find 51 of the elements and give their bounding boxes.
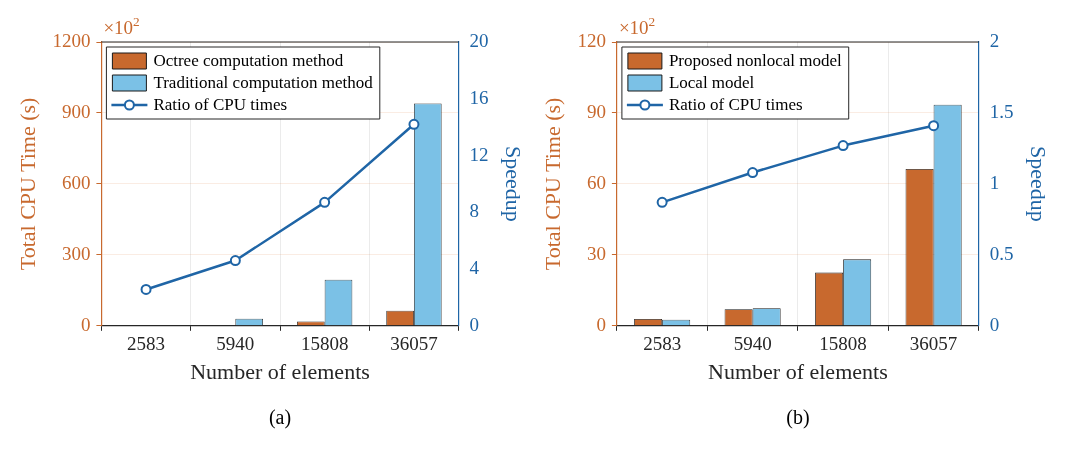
legend-label: Ratio of CPU times bbox=[668, 95, 803, 115]
legend-label: Traditional computation method bbox=[153, 73, 374, 93]
point bbox=[837, 140, 849, 152]
y-tick-label: 900 bbox=[61, 100, 91, 122]
y2-tick-label: 8 bbox=[469, 200, 480, 222]
y2-tick-label: 0 bbox=[989, 313, 1000, 335]
x-tick-label: 5940 bbox=[733, 333, 772, 355]
legend-label: Local model bbox=[668, 73, 755, 93]
point bbox=[140, 283, 152, 295]
point bbox=[408, 118, 420, 130]
y2-tick-label: 0 bbox=[469, 313, 480, 335]
x-tick-label: 36057 bbox=[390, 333, 438, 355]
y2-tick-label: 0.5 bbox=[989, 242, 1014, 264]
y2-tick-label: 2 bbox=[989, 29, 1000, 51]
x-tick-label: 2583 bbox=[643, 333, 682, 355]
y2-tick-label: 1 bbox=[989, 171, 1000, 193]
point bbox=[747, 167, 759, 179]
x-tick-label: 36057 bbox=[909, 333, 958, 355]
x-tick-label: 15808 bbox=[300, 333, 349, 355]
y2-tick-label: 4 bbox=[469, 257, 480, 279]
point bbox=[656, 196, 668, 208]
text: (b) bbox=[786, 406, 810, 429]
y-tick-label: 120 bbox=[577, 29, 606, 51]
point bbox=[319, 196, 331, 208]
y-tick-label: 90 bbox=[586, 100, 606, 122]
y-tick-label: 1200 bbox=[52, 29, 91, 51]
point bbox=[229, 255, 241, 267]
y-tick-label: 30 bbox=[586, 242, 606, 264]
y2-tick-label: 12 bbox=[469, 143, 489, 165]
y-axis-title: Total CPU Time (s) bbox=[14, 97, 40, 271]
y2-tick-label: 1.5 bbox=[989, 100, 1014, 122]
x-tick-label: 15808 bbox=[819, 333, 867, 355]
y-tick-label: 0 bbox=[80, 313, 91, 335]
y-tick-label: 0 bbox=[596, 313, 606, 335]
y2-tick-label: 20 bbox=[469, 29, 489, 51]
y-tick-label: 600 bbox=[61, 171, 91, 193]
x-axis-title: Number of elements bbox=[190, 358, 370, 384]
text: (a) bbox=[268, 406, 292, 429]
x-axis-title: Number of elements bbox=[708, 358, 888, 384]
y2-axis-title: Speedup bbox=[1026, 146, 1052, 222]
y-tick-label: 300 bbox=[61, 242, 91, 264]
x-tick-label: 2583 bbox=[127, 333, 166, 355]
legend-label: Proposed nonlocal model bbox=[668, 51, 842, 71]
legend-label: Octree computation method bbox=[153, 51, 344, 71]
y-tick-label: 60 bbox=[586, 171, 606, 193]
y2-tick-label: 16 bbox=[469, 86, 489, 108]
point bbox=[928, 120, 940, 132]
legend-label: Ratio of CPU times bbox=[153, 95, 288, 115]
x-tick-label: 5940 bbox=[216, 333, 255, 355]
y2-axis-title: Speedup bbox=[501, 146, 527, 222]
y-axis-title: Total CPU Time (s) bbox=[539, 97, 565, 271]
